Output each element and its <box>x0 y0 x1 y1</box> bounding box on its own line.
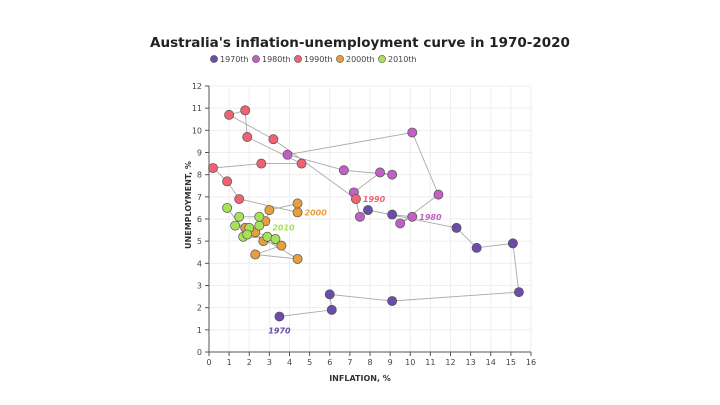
point-1990th-1995 <box>296 158 307 169</box>
x-tick-label: 5 <box>307 358 312 367</box>
annotation-1970: 1970 <box>268 327 291 336</box>
point-2010th-2011 <box>270 233 281 244</box>
point-1980th-1984 <box>282 149 293 160</box>
point-1970th-1976 <box>471 242 482 253</box>
point-2000th-2006 <box>276 240 287 251</box>
x-tick-label: 9 <box>388 358 393 367</box>
x-tick-label: 16 <box>526 358 536 367</box>
y-tick-label: 6 <box>197 215 202 224</box>
data-points <box>208 105 524 322</box>
legend-marker-1990th <box>294 55 302 63</box>
x-tick-label: 15 <box>506 358 516 367</box>
point-1980th-1986 <box>387 169 398 180</box>
y-tick-label: 10 <box>192 126 202 135</box>
point-1970th-1978 <box>363 205 373 216</box>
point-2000th-2000 <box>292 207 303 218</box>
y-tick-label: 8 <box>197 171 202 180</box>
point-1980th-1985 <box>338 165 349 176</box>
y-tick-label: 5 <box>197 237 202 246</box>
point-2000th-2001 <box>292 198 303 209</box>
legend-marker-1980th <box>252 55 260 63</box>
point-1970th-1970 <box>274 311 285 322</box>
legend-label-1970th: 1970th <box>220 55 249 64</box>
point-2010th-2016 <box>230 220 241 231</box>
y-tick-label: 1 <box>197 326 202 335</box>
annotation-2010: 2010 <box>272 224 295 233</box>
point-1980th-1987 <box>375 167 386 178</box>
point-1990th-1991 <box>268 134 279 145</box>
point-1990th-1992 <box>224 109 235 120</box>
legend-label-1990th: 1990th <box>304 55 333 64</box>
point-1990th-1990 <box>350 194 361 204</box>
annotation-2000: 2000 <box>305 208 328 217</box>
point-1990th-1993 <box>240 105 251 116</box>
legend-marker-1970th <box>210 55 218 63</box>
point-2010th-2014 <box>254 211 265 222</box>
legend-marker-2000th <box>336 55 344 63</box>
x-tick-label: 11 <box>425 358 435 367</box>
point-1980th-1982 <box>433 189 444 200</box>
y-tick-label: 7 <box>197 193 202 202</box>
point-1980th-1981 <box>395 218 406 229</box>
point-1970th-1977 <box>451 222 462 233</box>
legend-marker-2010th <box>378 55 386 63</box>
y-tick-label: 9 <box>197 149 202 158</box>
x-tick-label: 12 <box>445 358 455 367</box>
x-tick-label: 8 <box>367 358 372 367</box>
point-1970th-1971 <box>326 304 337 315</box>
point-1970th-1979 <box>387 209 398 220</box>
y-tick-label: 3 <box>197 282 202 291</box>
point-1990th-1998 <box>222 176 233 187</box>
point-2000th-2007 <box>250 249 261 260</box>
legend-label-2000th: 2000th <box>346 55 375 64</box>
y-tick-label: 2 <box>197 304 202 313</box>
legend-label-1980th: 1980th <box>262 55 291 64</box>
y-tick-label: 4 <box>197 259 202 268</box>
x-tick-label: 1 <box>227 358 232 367</box>
x-tick-label: 4 <box>287 358 292 367</box>
point-2010th-2018 <box>242 229 253 240</box>
y-tick-label: 11 <box>192 104 202 113</box>
y-axis-title: UNEMPLOYMENT, % <box>184 161 193 249</box>
point-1990th-1994 <box>242 132 253 142</box>
point-2010th-2015 <box>234 211 245 222</box>
annotation-1990: 1990 <box>363 195 386 204</box>
point-1980th-1983 <box>407 127 418 138</box>
point-1990th-1996 <box>256 158 267 169</box>
x-tick-label: 2 <box>247 358 252 367</box>
x-tick-label: 3 <box>267 358 272 367</box>
point-2010th-2019 <box>222 202 233 213</box>
y-tick-label: 0 <box>197 348 202 357</box>
point-1980th-1980 <box>407 211 418 222</box>
point-2000th-2008 <box>292 253 303 264</box>
chart-title: Australia's inflation-unemployment curve… <box>150 35 570 51</box>
point-2000th-2002 <box>264 205 275 216</box>
point-1990th-1997 <box>208 163 218 173</box>
point-1970th-1975 <box>507 238 518 249</box>
point-1970th-1972 <box>324 289 335 300</box>
point-2010th-2013 <box>254 220 265 231</box>
x-axis-title: INFLATION, % <box>329 374 391 383</box>
x-tick-label: 6 <box>327 358 332 367</box>
point-1970th-1974 <box>513 287 524 298</box>
x-tick-label: 14 <box>486 358 496 367</box>
x-tick-label: 7 <box>347 358 352 367</box>
legend: 1970th 1980th 1990th 2000th 2010th <box>210 55 417 64</box>
annotations: 1970 1980 1990 2000 2010 <box>268 195 442 335</box>
x-tick-label: 0 <box>206 358 211 367</box>
x-tick-label: 13 <box>466 358 476 367</box>
point-1970th-1973 <box>387 296 398 306</box>
x-tick-label: 10 <box>405 358 415 367</box>
legend-label-2010th: 2010th <box>388 55 417 64</box>
annotation-1980: 1980 <box>419 213 442 222</box>
point-1990th-1999 <box>234 194 245 204</box>
y-tick-label: 12 <box>192 82 202 91</box>
point-1980th-1989 <box>354 211 365 222</box>
